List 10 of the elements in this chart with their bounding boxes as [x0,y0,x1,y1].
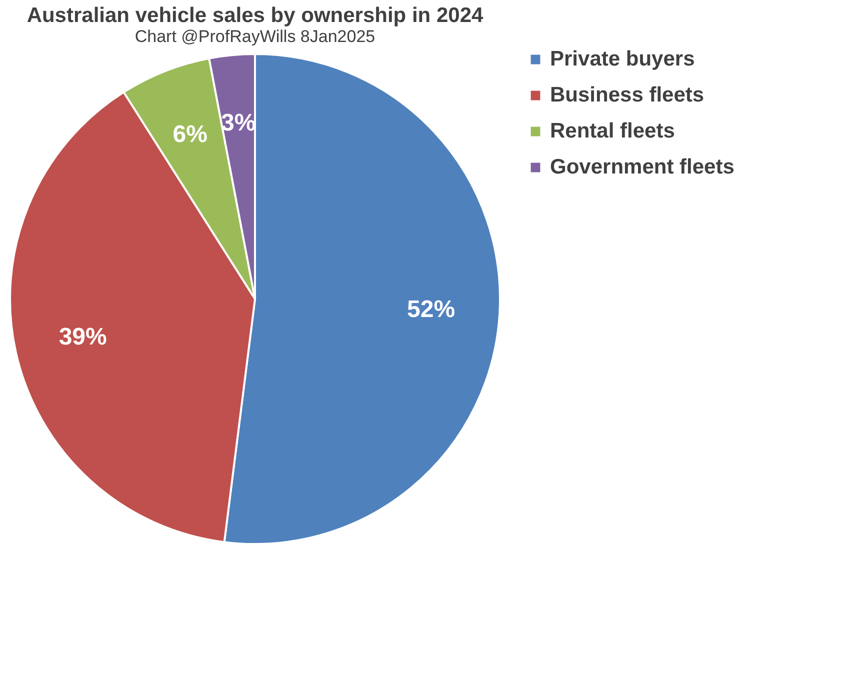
data-label: 6% [172,120,208,148]
chart-subtitle: Chart @ProfRayWills 8Jan2025 [134,27,376,46]
legend-label: Private buyers [550,48,695,70]
legend-label: Rental fleets [550,120,675,142]
legend-label: Government fleets [550,156,734,178]
chart-title: Australian vehicle sales by ownership in 2024 [26,4,484,27]
data-label: 3% [221,109,256,136]
data-label: 52% [407,296,456,324]
legend-label: Business fleets [550,84,704,106]
data-label: 39% [58,323,107,350]
